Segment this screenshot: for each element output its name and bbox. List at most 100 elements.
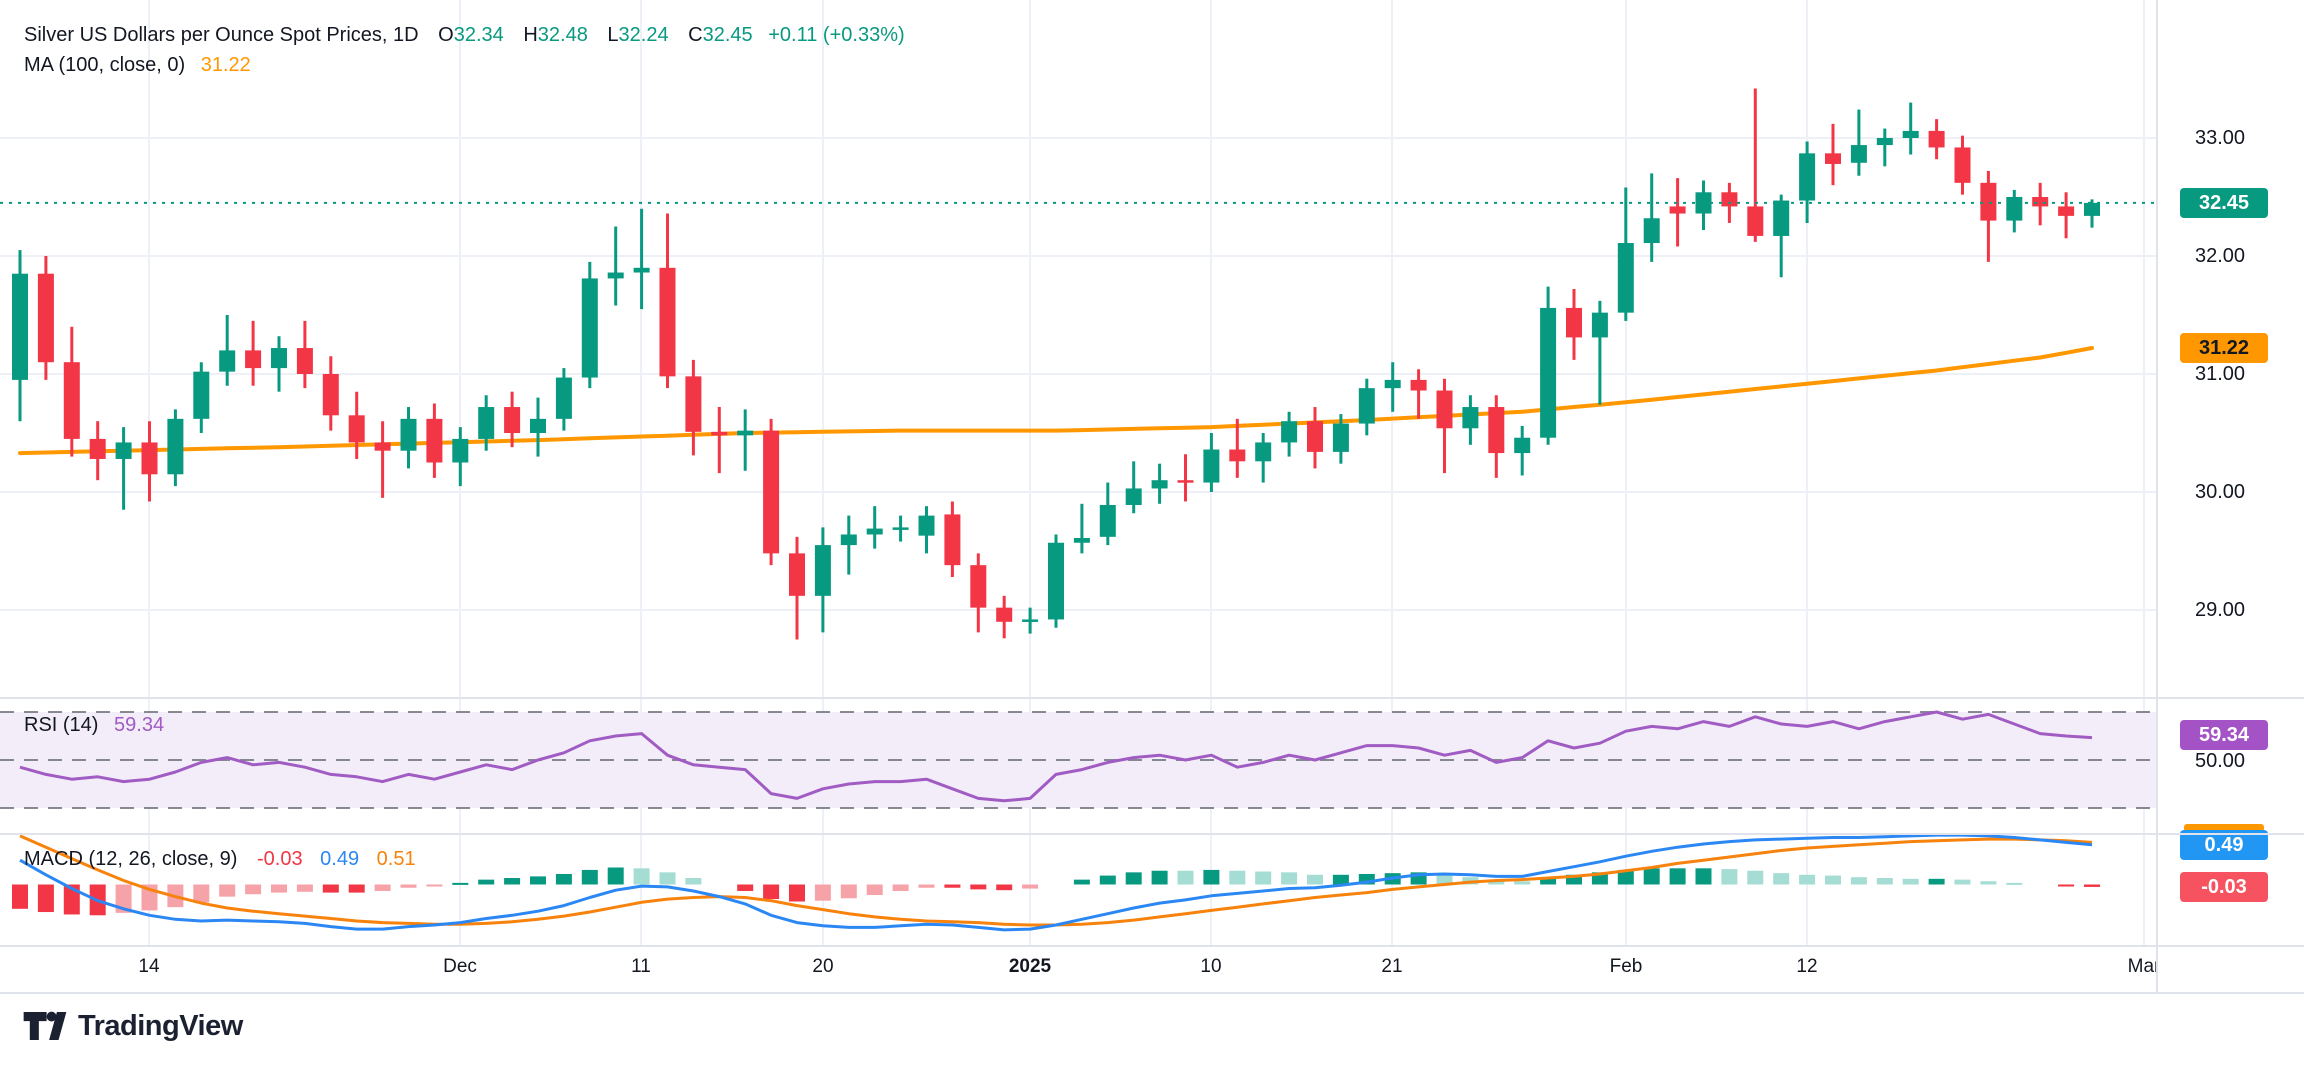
macd-histogram-bar <box>1307 874 1323 885</box>
macd-histogram-bar <box>1022 884 1039 889</box>
rsi-chart[interactable] <box>0 698 2156 834</box>
branding-bar: TradingView <box>0 994 2304 1066</box>
time-axis-label: 12 <box>1796 956 1818 977</box>
macd-histogram-bar <box>866 884 883 896</box>
macd-histogram-bar <box>737 884 754 891</box>
candle <box>322 374 339 416</box>
candle <box>141 442 158 475</box>
macd-histogram-bar <box>1669 868 1686 885</box>
panel-separator[interactable] <box>0 833 2304 835</box>
candle <box>1902 130 1919 138</box>
last-price-badge: 32.45 <box>2180 188 2268 218</box>
candle <box>193 371 210 419</box>
macd-histogram-bar <box>1073 879 1090 885</box>
time-axis-label: 21 <box>1381 956 1403 977</box>
macd-histogram-bar <box>633 868 650 885</box>
candle <box>1799 153 1816 201</box>
candle <box>1980 182 1997 221</box>
candle <box>374 442 391 451</box>
candle <box>1462 407 1479 429</box>
macd-histogram-bar <box>2006 882 2023 885</box>
candle <box>737 430 754 436</box>
candlestick-chart[interactable] <box>0 0 2156 698</box>
macd-histogram-bar <box>944 884 961 888</box>
candle <box>1332 423 1349 452</box>
candle <box>348 415 365 443</box>
macd-histogram-bar <box>1358 873 1375 885</box>
macd-histogram-bar <box>892 884 909 891</box>
candle <box>167 418 184 475</box>
candle <box>1566 307 1582 338</box>
price-axis-label: 30.00 <box>2195 481 2246 503</box>
candle <box>1151 480 1168 489</box>
macd-histogram-bar <box>1177 870 1194 885</box>
candle <box>581 278 598 378</box>
tradingview-logo-text: TradingView <box>78 1009 243 1042</box>
candlestick-series <box>12 88 2100 640</box>
candle <box>12 273 28 380</box>
candle <box>1540 307 1557 438</box>
candle <box>2006 197 2023 221</box>
macd-histogram-bar <box>2084 884 2100 887</box>
macd-histogram-bar <box>1695 868 1712 885</box>
macd-histogram-bar <box>374 884 391 891</box>
macd-histogram-bar <box>1928 878 1945 885</box>
macd-histogram-bar <box>1229 870 1246 885</box>
main-chart-panel[interactable]: Silver US Dollars per Ounce Spot Prices,… <box>0 0 2156 698</box>
macd-histogram-bar <box>1617 869 1634 885</box>
rsi-value-badge: 59.34 <box>2180 720 2268 750</box>
macd-histogram-bar <box>1436 873 1453 885</box>
tradingview-logo[interactable]: TradingView <box>22 1006 243 1046</box>
macd-histogram-bar <box>1902 878 1919 885</box>
candle <box>555 377 572 419</box>
candle <box>814 545 831 596</box>
panel-separator[interactable] <box>0 697 2304 699</box>
macd-histogram-bar <box>1954 879 1971 885</box>
candle <box>504 407 521 433</box>
macd-histogram-bar <box>2058 884 2075 887</box>
candle <box>763 430 780 554</box>
price-axis[interactable]: 32.45 31.22 59.34 50.00 0.49 -0.03 33.00… <box>2156 0 2304 992</box>
macd-histogram-bar <box>1876 878 1893 885</box>
macd-histogram-bar <box>1825 875 1841 885</box>
candle <box>1307 421 1323 452</box>
axis-separator <box>0 945 2304 947</box>
candle <box>530 418 546 433</box>
macd-histogram-bar <box>1721 869 1738 885</box>
price-axis-label: 31.00 <box>2195 363 2246 385</box>
candle <box>37 273 54 363</box>
macd-panel[interactable]: MACD (12, 26, close, 9) -0.03 0.49 0.51 <box>0 834 2156 945</box>
time-axis[interactable]: 14 Dec 11 20 2025 10 21 Feb 12 Mar <box>0 947 2160 992</box>
candle <box>63 362 80 439</box>
candle <box>400 418 417 451</box>
macd-chart[interactable] <box>0 834 2156 945</box>
candle <box>2084 202 2100 216</box>
candle <box>89 438 106 459</box>
price-axis-label: 29.00 <box>2195 599 2246 621</box>
macd-histogram-bar <box>581 869 598 885</box>
macd-histogram-bar <box>115 884 132 913</box>
candle <box>245 350 262 369</box>
candle <box>711 431 728 436</box>
candle <box>1876 138 1893 146</box>
macd-histogram-bar <box>271 884 287 893</box>
macd-histogram-bar <box>348 884 365 893</box>
candle <box>1721 192 1738 207</box>
macd-line <box>19 834 2093 932</box>
candle <box>892 527 909 530</box>
candle <box>1928 130 1945 148</box>
candle <box>219 350 236 372</box>
candle <box>1436 390 1453 429</box>
macd-histogram-bar <box>1566 874 1582 885</box>
time-axis-label: 10 <box>1200 956 1222 977</box>
macd-histogram-bar <box>1125 872 1142 885</box>
macd-histogram-bar <box>685 878 702 885</box>
macd-histogram-bar <box>530 876 546 885</box>
candle <box>2058 206 2075 216</box>
candle <box>1747 206 1764 236</box>
candle <box>1048 542 1064 620</box>
rsi-panel[interactable]: RSI (14) 59.34 <box>0 698 2156 834</box>
candle <box>1643 218 1660 244</box>
macd-histogram-bar <box>840 884 857 899</box>
